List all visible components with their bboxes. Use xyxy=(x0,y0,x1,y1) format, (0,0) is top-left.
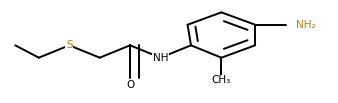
Text: O: O xyxy=(126,80,134,90)
Text: NH: NH xyxy=(153,53,168,63)
Text: S: S xyxy=(66,40,73,50)
Text: NH₂: NH₂ xyxy=(296,20,315,30)
Text: CH₃: CH₃ xyxy=(212,75,231,85)
